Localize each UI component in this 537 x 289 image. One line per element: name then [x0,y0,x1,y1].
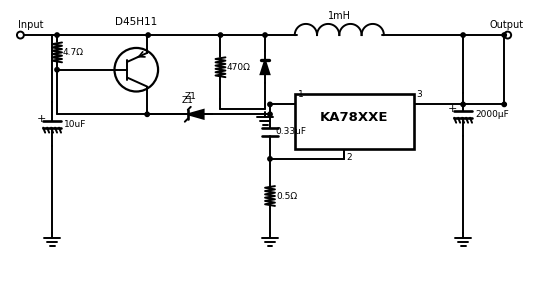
Text: 3: 3 [417,90,422,99]
Text: 470Ω: 470Ω [227,63,250,72]
Circle shape [268,157,272,161]
Circle shape [268,112,272,116]
Circle shape [55,68,59,72]
Circle shape [268,102,272,107]
Text: Z1: Z1 [185,92,197,101]
Text: Output: Output [490,20,524,30]
Text: 0.5Ω: 0.5Ω [276,192,297,201]
Text: KA78XXE: KA78XXE [320,111,388,124]
FancyBboxPatch shape [295,95,413,149]
Circle shape [461,102,465,107]
Text: 4.7Ω: 4.7Ω [63,48,84,57]
Circle shape [502,33,506,37]
Text: Input: Input [18,20,44,30]
Text: D45H11: D45H11 [115,17,157,27]
Circle shape [55,33,59,37]
Text: 1mH: 1mH [328,11,351,21]
Text: 0.33uF: 0.33uF [275,127,306,136]
Text: +: + [37,114,46,124]
Text: Z1: Z1 [182,96,194,105]
Text: 1: 1 [297,90,303,99]
Polygon shape [260,60,270,74]
Circle shape [145,112,149,116]
Circle shape [502,102,506,107]
Circle shape [461,33,465,37]
Circle shape [218,33,223,37]
Circle shape [146,33,150,37]
Circle shape [263,33,267,37]
Text: 2000μF: 2000μF [475,110,509,119]
Text: 10uF: 10uF [64,120,86,129]
Text: +: + [447,104,457,114]
Polygon shape [188,110,204,119]
Text: 2: 2 [346,153,352,162]
